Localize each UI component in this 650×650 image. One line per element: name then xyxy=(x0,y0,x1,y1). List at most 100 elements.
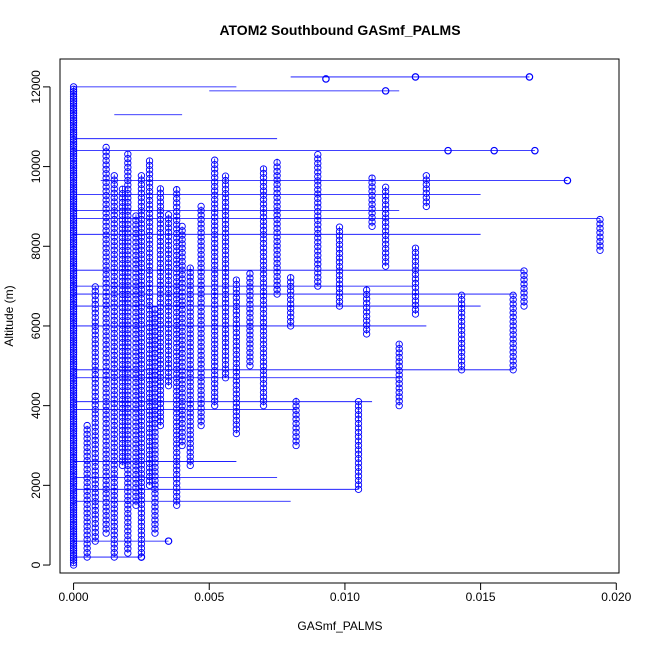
data-point xyxy=(186,303,194,312)
data-point xyxy=(69,236,78,244)
data-point xyxy=(314,269,322,277)
data-point xyxy=(273,277,281,285)
data-point xyxy=(132,444,140,452)
data-point xyxy=(118,426,127,435)
data-point xyxy=(197,250,205,259)
data-point xyxy=(91,375,99,383)
data-point xyxy=(137,461,146,469)
data-point xyxy=(102,209,110,217)
point-column-34 xyxy=(457,291,466,374)
data-point xyxy=(102,490,110,498)
data-point xyxy=(102,170,110,178)
data-point xyxy=(259,257,268,265)
data-point xyxy=(211,244,219,252)
data-point xyxy=(118,435,127,443)
data-point xyxy=(110,404,118,412)
data-point xyxy=(124,229,132,237)
data-point xyxy=(211,366,219,375)
data-point xyxy=(211,309,219,318)
data-point xyxy=(137,513,146,522)
data-point xyxy=(110,413,118,421)
y-tick-label: 12000 xyxy=(29,70,43,104)
data-point xyxy=(91,388,99,396)
data-point xyxy=(186,439,194,448)
data-point xyxy=(110,229,118,237)
data-point xyxy=(118,439,127,448)
data-point xyxy=(221,260,230,268)
data-point xyxy=(110,505,118,513)
data-point xyxy=(259,353,268,362)
data-point xyxy=(259,231,268,239)
data-point xyxy=(137,535,146,544)
data-point xyxy=(137,386,146,395)
data-point xyxy=(145,459,154,468)
data-point xyxy=(110,351,118,360)
data-point xyxy=(197,211,205,219)
data-point xyxy=(232,337,241,346)
data-point xyxy=(259,358,268,366)
data-point xyxy=(178,231,186,239)
data-point xyxy=(124,185,132,193)
data-point xyxy=(91,370,99,379)
data-point xyxy=(137,487,146,495)
data-point xyxy=(164,333,173,342)
data-point xyxy=(211,323,219,331)
data-point xyxy=(145,249,154,257)
data-point xyxy=(381,188,390,196)
data-point xyxy=(164,246,173,254)
point-column-27 xyxy=(354,398,363,493)
data-point xyxy=(137,250,146,259)
data-point xyxy=(124,378,132,386)
data-point xyxy=(145,411,154,419)
data-point xyxy=(509,344,517,352)
data-point xyxy=(83,435,91,443)
data-point xyxy=(137,316,146,325)
data-point xyxy=(102,393,110,401)
data-point xyxy=(221,308,230,316)
data-point xyxy=(91,344,99,352)
data-point xyxy=(145,424,154,433)
data-point xyxy=(197,325,205,333)
data-point xyxy=(211,384,219,392)
data-point xyxy=(132,295,140,303)
data-point xyxy=(221,290,230,299)
data-point xyxy=(197,215,205,224)
data-point xyxy=(124,347,132,356)
data-point xyxy=(422,185,430,193)
data-point xyxy=(221,356,230,364)
y-tick-label: 10000 xyxy=(29,150,43,184)
data-point xyxy=(69,248,78,256)
data-point xyxy=(69,324,78,333)
data-point xyxy=(102,345,110,353)
data-point xyxy=(69,372,78,380)
data-point xyxy=(69,444,78,452)
data-point xyxy=(197,268,205,276)
data-point xyxy=(197,229,205,237)
data-point xyxy=(145,481,154,489)
data-point xyxy=(186,461,194,470)
data-point xyxy=(118,461,127,470)
data-point xyxy=(362,321,371,329)
data-point xyxy=(221,347,230,356)
data-point xyxy=(287,313,295,321)
data-point xyxy=(69,233,78,242)
data-point xyxy=(69,95,78,103)
data-point xyxy=(211,169,219,178)
data-point xyxy=(509,348,517,356)
data-point xyxy=(178,257,186,266)
data-point xyxy=(273,185,281,193)
data-point xyxy=(83,500,91,509)
data-point xyxy=(69,109,78,117)
data-point xyxy=(110,373,118,382)
data-point xyxy=(124,273,132,281)
data-point xyxy=(137,242,146,250)
data-point xyxy=(145,310,154,319)
data-point xyxy=(246,292,254,300)
data-point xyxy=(69,171,78,179)
data-point xyxy=(197,294,205,303)
data-point xyxy=(102,463,110,472)
data-point xyxy=(102,196,110,204)
data-point xyxy=(124,413,132,421)
data-point xyxy=(232,333,241,341)
data-point xyxy=(91,366,99,374)
